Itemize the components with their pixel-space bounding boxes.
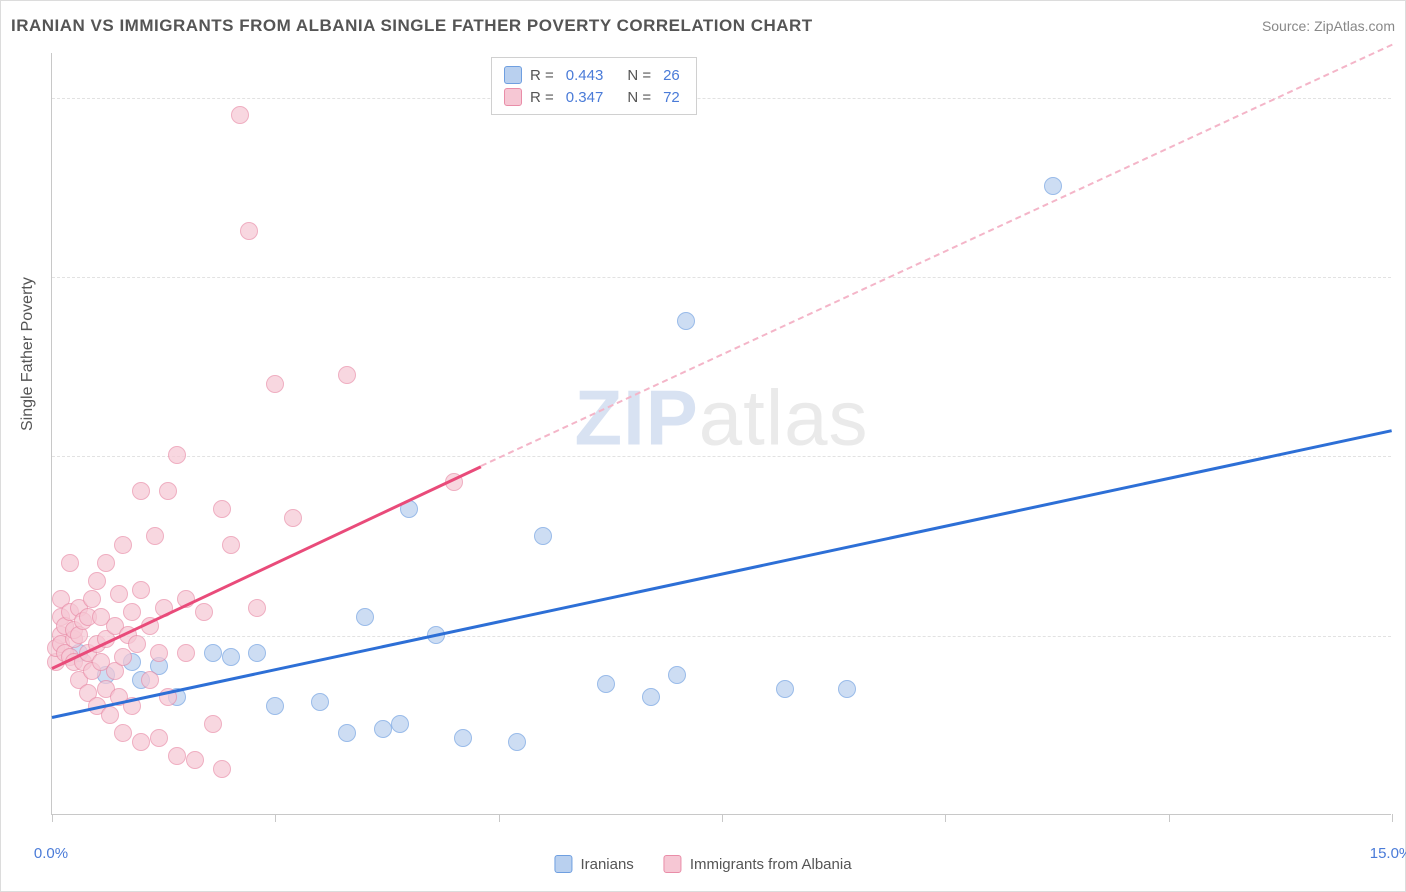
data-point-iranians <box>534 527 552 545</box>
data-point-albania <box>97 554 115 572</box>
data-point-iranians <box>508 733 526 751</box>
data-point-iranians <box>391 715 409 733</box>
data-point-albania <box>213 500 231 518</box>
watermark-part1: ZIP <box>574 374 698 462</box>
legend-swatch <box>554 855 572 873</box>
chart-title: IRANIAN VS IMMIGRANTS FROM ALBANIA SINGL… <box>11 16 813 36</box>
data-point-albania <box>61 554 79 572</box>
legend-n-value: 26 <box>663 67 680 84</box>
data-point-iranians <box>248 644 266 662</box>
legend-series: Iranians Immigrants from Albania <box>554 855 851 873</box>
legend-swatch <box>504 88 522 106</box>
data-point-iranians <box>668 666 686 684</box>
data-point-albania <box>195 603 213 621</box>
grid-line-h <box>52 456 1391 457</box>
legend-r-value: 0.347 <box>566 89 604 106</box>
source-label: Source: ZipAtlas.com <box>1262 18 1395 34</box>
legend-n-value: 72 <box>663 89 680 106</box>
data-point-albania <box>114 536 132 554</box>
data-point-albania <box>266 375 284 393</box>
data-point-albania <box>222 536 240 554</box>
grid-line-h <box>52 636 1391 637</box>
data-point-iranians <box>776 680 794 698</box>
legend-n-label: N = <box>627 89 651 106</box>
data-point-albania <box>150 644 168 662</box>
data-point-albania <box>110 585 128 603</box>
data-point-iranians <box>311 693 329 711</box>
chart-container: IRANIAN VS IMMIGRANTS FROM ALBANIA SINGL… <box>0 0 1406 892</box>
data-point-albania <box>132 482 150 500</box>
bottom-legend-item-albania: Immigrants from Albania <box>664 855 852 873</box>
data-point-iranians <box>222 648 240 666</box>
data-point-iranians <box>266 697 284 715</box>
bottom-legend-label: Iranians <box>580 856 633 873</box>
data-point-albania <box>101 706 119 724</box>
bottom-legend-item-iranians: Iranians <box>554 855 633 873</box>
x-tick <box>1392 814 1393 822</box>
title-bar: IRANIAN VS IMMIGRANTS FROM ALBANIA SINGL… <box>11 11 1395 41</box>
legend-swatch <box>504 66 522 84</box>
legend-row-albania: R = 0.347 N = 72 <box>504 86 684 108</box>
data-point-albania <box>128 635 146 653</box>
watermark: ZIPatlas <box>574 373 868 464</box>
data-point-albania <box>284 509 302 527</box>
data-point-iranians <box>454 729 472 747</box>
data-point-albania <box>186 751 204 769</box>
data-point-albania <box>114 724 132 742</box>
data-point-iranians <box>374 720 392 738</box>
data-point-iranians <box>642 688 660 706</box>
data-point-albania <box>177 644 195 662</box>
data-point-albania <box>240 222 258 240</box>
data-point-iranians <box>838 680 856 698</box>
legend-r-value: 0.443 <box>566 67 604 84</box>
data-point-albania <box>132 733 150 751</box>
x-tick <box>52 814 53 822</box>
grid-line-h <box>52 98 1391 99</box>
data-point-iranians <box>338 724 356 742</box>
data-point-albania <box>88 572 106 590</box>
grid-line-h <box>52 277 1391 278</box>
data-point-albania <box>123 603 141 621</box>
data-point-albania <box>338 366 356 384</box>
legend-row-iranians: R = 0.443 N = 26 <box>504 64 684 86</box>
data-point-albania <box>159 482 177 500</box>
watermark-part2: atlas <box>699 374 869 462</box>
data-point-albania <box>168 446 186 464</box>
data-point-albania <box>150 729 168 747</box>
data-point-iranians <box>356 608 374 626</box>
data-point-albania <box>231 106 249 124</box>
legend-correlation: R = 0.443 N = 26 R = 0.347 N = 72 <box>491 57 697 115</box>
legend-r-label: R = <box>530 67 554 84</box>
legend-r-label: R = <box>530 89 554 106</box>
bottom-legend-label: Immigrants from Albania <box>690 856 852 873</box>
data-point-albania <box>168 747 186 765</box>
data-point-albania <box>132 581 150 599</box>
x-tick <box>1169 814 1170 822</box>
x-tick-label: 15.0% <box>1370 845 1406 862</box>
data-point-iranians <box>677 312 695 330</box>
legend-n-label: N = <box>627 67 651 84</box>
legend-swatch <box>664 855 682 873</box>
data-point-albania <box>114 648 132 666</box>
data-point-albania <box>83 590 101 608</box>
data-point-iranians <box>597 675 615 693</box>
data-point-albania <box>141 671 159 689</box>
y-axis-title: Single Father Poverty <box>19 277 37 431</box>
data-point-albania <box>213 760 231 778</box>
x-tick <box>499 814 500 822</box>
x-tick <box>945 814 946 822</box>
data-point-albania <box>204 715 222 733</box>
data-point-iranians <box>1044 177 1062 195</box>
data-point-albania <box>146 527 164 545</box>
x-tick-label: 0.0% <box>34 845 68 862</box>
x-tick <box>275 814 276 822</box>
x-tick <box>722 814 723 822</box>
data-point-albania <box>248 599 266 617</box>
data-point-iranians <box>204 644 222 662</box>
plot-area: ZIPatlas 20.0%40.0%60.0%80.0% <box>51 53 1391 815</box>
